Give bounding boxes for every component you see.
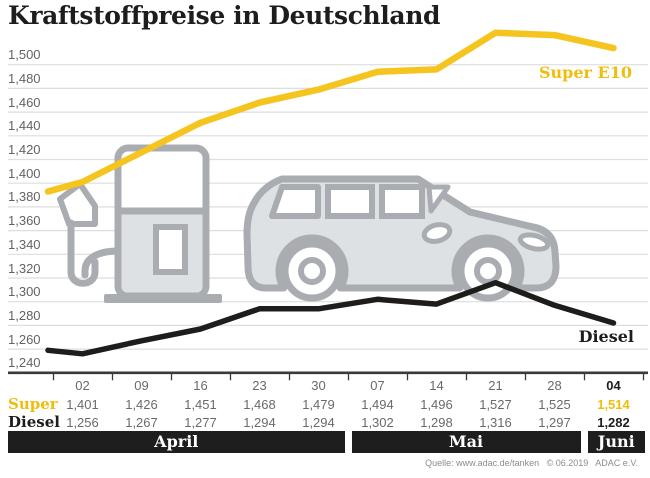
price-cell: 1,267 bbox=[125, 415, 158, 430]
series-line-super-e10 bbox=[44, 29, 617, 195]
price-cell: 1,277 bbox=[184, 415, 217, 430]
y-tick-label: 1,280 bbox=[8, 307, 41, 323]
price-cell: 1,294 bbox=[302, 415, 335, 430]
price-cell: 1,468 bbox=[243, 397, 276, 412]
month-bar-april: April bbox=[8, 431, 345, 453]
source-credit: Quelle: www.adac.de/tanken © 06.2019 ADA… bbox=[425, 458, 638, 468]
month-bar-juni: Juni bbox=[587, 431, 645, 453]
series-label-diesel: Diesel bbox=[578, 327, 634, 346]
price-cell: 1,302 bbox=[361, 415, 394, 430]
price-cell: 1,451 bbox=[184, 397, 217, 412]
date-label: 23 bbox=[252, 378, 267, 393]
price-cell: 1,282 bbox=[597, 415, 630, 430]
price-cell: 1,298 bbox=[420, 415, 453, 430]
y-tick-label: 1,260 bbox=[8, 331, 41, 347]
y-tick-label: 1,460 bbox=[8, 94, 41, 110]
price-cell: 1,297 bbox=[538, 415, 571, 430]
date-label: 04 bbox=[606, 378, 621, 393]
series-line-diesel bbox=[45, 279, 617, 357]
table-row-label-super: Super bbox=[8, 395, 58, 413]
y-tick-label: 1,440 bbox=[8, 118, 41, 134]
y-tick-label: 1,240 bbox=[8, 355, 41, 371]
price-cell: 1,256 bbox=[66, 415, 99, 430]
date-label: 14 bbox=[429, 378, 444, 393]
price-cell: 1,496 bbox=[420, 397, 453, 412]
y-tick-label: 1,480 bbox=[8, 70, 41, 86]
y-tick-label: 1,340 bbox=[8, 236, 41, 252]
date-label: 09 bbox=[134, 378, 149, 393]
price-cell: 1,316 bbox=[479, 415, 512, 430]
date-label: 30 bbox=[311, 378, 326, 393]
date-label: 28 bbox=[547, 378, 562, 393]
price-cell: 1,494 bbox=[361, 397, 394, 412]
y-tick-label: 1,320 bbox=[8, 260, 41, 276]
price-cell: 1,294 bbox=[243, 415, 276, 430]
price-cell: 1,514 bbox=[597, 397, 630, 412]
table-row-label-diesel: Diesel bbox=[8, 413, 60, 431]
series-label-super-e10: Super E10 bbox=[538, 63, 632, 82]
price-cell: 1,525 bbox=[538, 397, 571, 412]
price-cell: 1,426 bbox=[125, 397, 158, 412]
car-icon bbox=[243, 175, 560, 302]
date-label: 02 bbox=[75, 378, 90, 393]
y-tick-label: 1,420 bbox=[8, 142, 41, 157]
date-label: 07 bbox=[370, 378, 385, 393]
series-lines bbox=[44, 29, 617, 357]
y-tick-label: 1,360 bbox=[8, 213, 41, 229]
price-cell: 1,479 bbox=[302, 397, 335, 412]
page-title: Kraftstoffpreise in Deutschland bbox=[8, 1, 441, 30]
price-cell: 1,401 bbox=[66, 397, 99, 412]
date-label: 16 bbox=[193, 378, 208, 393]
y-tick-label: 1,380 bbox=[8, 189, 41, 205]
y-tick-label: 1,500 bbox=[8, 47, 41, 63]
y-tick-label: 1,400 bbox=[8, 165, 41, 181]
month-bar-mai: Mai bbox=[351, 431, 581, 453]
fuel-pump-icon bbox=[57, 144, 222, 303]
price-cell: 1,527 bbox=[479, 397, 512, 412]
y-tick-label: 1,300 bbox=[8, 284, 41, 300]
date-label: 21 bbox=[488, 378, 503, 393]
